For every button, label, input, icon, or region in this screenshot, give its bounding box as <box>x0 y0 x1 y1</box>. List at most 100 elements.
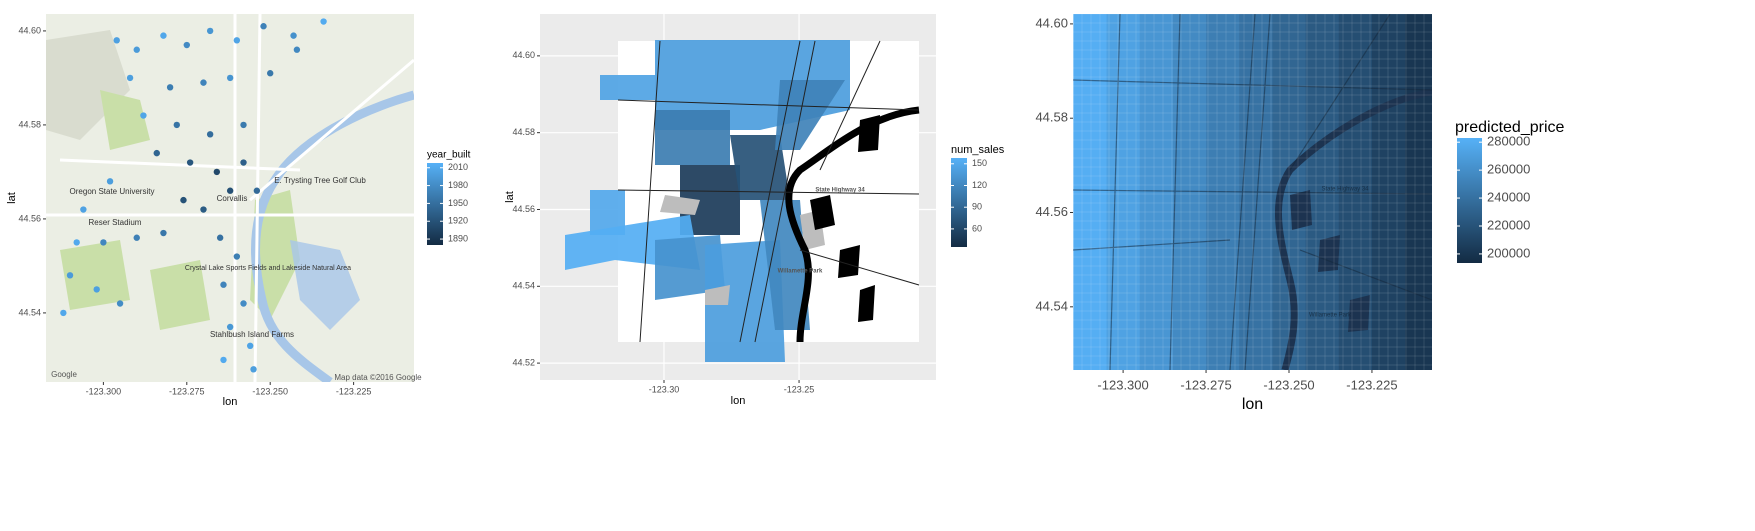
x-tick-label: -123.300 <box>86 386 122 396</box>
map-label: State Highway 34 <box>815 188 865 194</box>
map-label: Willamette Park <box>778 269 823 275</box>
y-tick-label: 44.60 <box>1035 15 1068 30</box>
y-tick-label: 44.52 <box>512 357 535 367</box>
y-axis-title: lat <box>504 191 516 203</box>
region <box>590 190 625 235</box>
point <box>200 206 207 213</box>
map-label: Oregon State University <box>70 187 155 196</box>
region <box>730 135 790 200</box>
point <box>260 23 267 30</box>
legend-label: 1890 <box>448 233 468 243</box>
x-tick-label: -123.275 <box>169 386 205 396</box>
x-tick-label: -123.30 <box>649 384 680 394</box>
y-tick-label: 44.58 <box>18 119 41 129</box>
legend-label: 240000 <box>1487 189 1530 204</box>
legend-title: predicted_price <box>1455 119 1565 136</box>
map-overlay <box>1073 14 1432 370</box>
point <box>73 239 80 246</box>
map-label: Willamette Park <box>1309 313 1352 319</box>
point <box>233 253 241 260</box>
point <box>60 309 67 317</box>
x-tick-label: -123.250 <box>252 386 288 396</box>
x-tick-label: -123.250 <box>1263 377 1314 392</box>
point <box>240 121 247 129</box>
y-tick-label: 44.60 <box>18 25 41 35</box>
map-label: Google <box>51 370 77 379</box>
legend-label: 260000 <box>1487 162 1530 177</box>
point <box>180 196 187 204</box>
point <box>160 229 167 237</box>
map-label: Stahlbush Island Farms <box>210 330 294 339</box>
x-axis-title: lon <box>731 395 746 407</box>
point <box>226 187 234 194</box>
x-tick-label: -123.300 <box>1097 377 1148 392</box>
point <box>200 79 207 86</box>
point <box>186 159 194 166</box>
point <box>253 187 261 194</box>
point <box>293 46 301 53</box>
legend-label: 150 <box>972 158 987 168</box>
y-tick-label: 44.54 <box>512 281 535 291</box>
x-tick-label: -123.25 <box>784 384 815 394</box>
legend-title: year_built <box>427 150 471 161</box>
y-tick-label: 44.56 <box>1035 204 1068 219</box>
legend-title: num_sales <box>951 144 1005 156</box>
point <box>140 112 147 119</box>
point <box>133 46 140 53</box>
point <box>166 84 174 91</box>
legend-label: 220000 <box>1487 217 1530 232</box>
y-tick-label: 44.58 <box>512 127 535 137</box>
colorbar <box>427 163 443 245</box>
point <box>80 206 87 213</box>
heat-cell <box>1073 14 1108 370</box>
x-tick-label: -123.225 <box>336 386 372 396</box>
legend-label: 280000 <box>1487 134 1530 149</box>
point <box>290 32 297 39</box>
point <box>213 168 221 176</box>
heat-cell <box>1405 14 1432 370</box>
y-tick-label: 44.58 <box>1035 110 1068 125</box>
map-overlay <box>617 40 920 343</box>
x-axis-title: lon <box>223 396 238 408</box>
point <box>93 286 100 293</box>
colorbar <box>951 158 967 247</box>
regions <box>565 40 850 362</box>
point <box>216 234 224 241</box>
map-label: E. Trysting Tree Golf Club <box>274 176 366 185</box>
heat-cell <box>1305 14 1340 370</box>
point <box>183 41 190 49</box>
point <box>220 356 227 364</box>
point <box>206 27 214 35</box>
point <box>240 300 247 307</box>
point <box>320 18 327 25</box>
point <box>160 32 167 39</box>
legend-label: 1920 <box>448 216 468 226</box>
legend-label: 200000 <box>1487 245 1530 260</box>
region <box>655 110 730 165</box>
region <box>705 240 785 362</box>
point <box>126 74 134 82</box>
region <box>775 80 845 150</box>
point <box>267 70 274 77</box>
legend-label: 120 <box>972 180 987 190</box>
heat-cell <box>1139 14 1174 370</box>
y-axis-title: lat <box>6 192 18 204</box>
legend-label: 90 <box>972 202 982 212</box>
x-axis-title: lon <box>1242 396 1263 413</box>
map-label: Corvallis <box>217 194 248 203</box>
point <box>226 74 234 82</box>
fine-grid <box>1073 14 1432 370</box>
heatmap <box>1073 14 1432 370</box>
point <box>173 121 180 129</box>
point <box>66 272 74 279</box>
legend-label: 2010 <box>448 162 468 172</box>
point <box>246 342 254 350</box>
legend-label: 60 <box>972 223 982 233</box>
colorbar <box>1457 138 1482 263</box>
point <box>116 300 124 307</box>
x-tick-label: -123.275 <box>1180 377 1231 392</box>
map-label: Crystal Lake Sports Fields and Lakeside … <box>185 265 351 272</box>
region <box>600 75 655 100</box>
map-label: Map data ©2016 Google <box>334 373 422 382</box>
